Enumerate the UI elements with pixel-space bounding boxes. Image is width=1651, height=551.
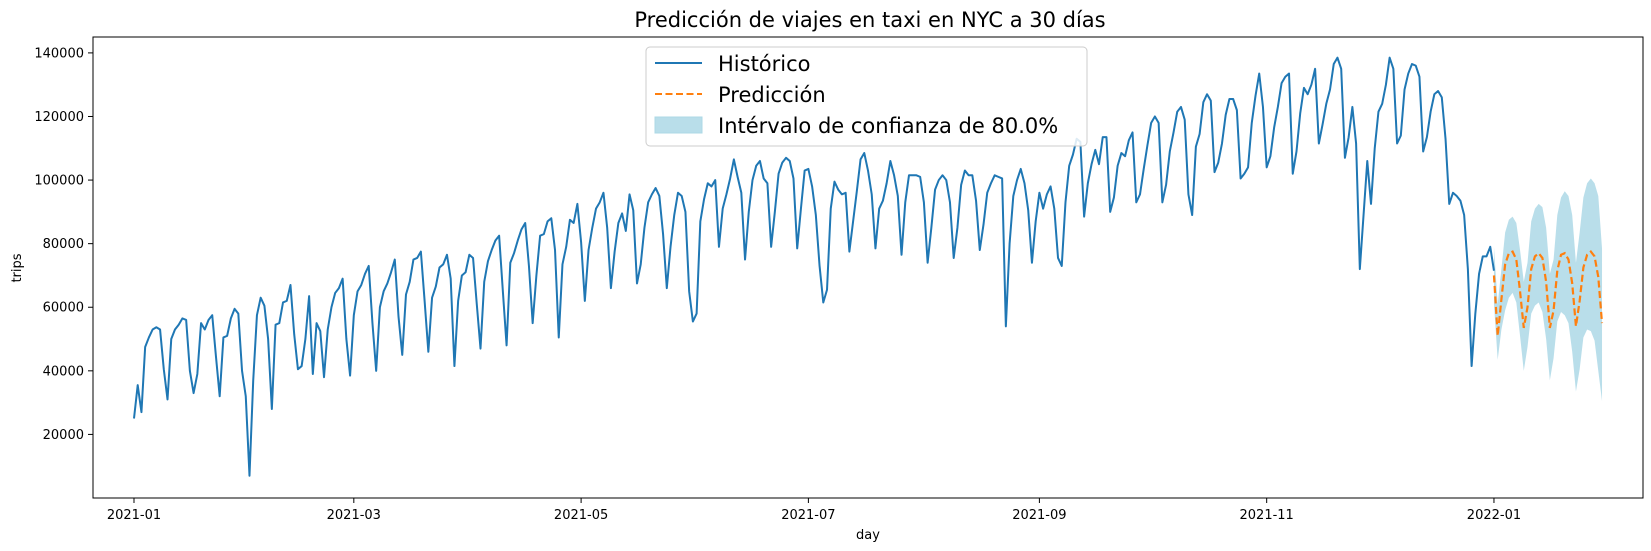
legend-label-historico: Histórico: [718, 52, 811, 76]
x-tick-label: 2021-03: [327, 508, 381, 523]
x-tick-label: 2021-05: [554, 508, 608, 523]
series-lines-layer: [132, 56, 1604, 477]
confidence-band-layer: [1493, 178, 1603, 402]
x-axis-ticks: 2021-01 2021-03 2021-05 2021-07 2021-09 2021-…: [107, 498, 1521, 523]
chart-title: Predicción de viajes en taxi en NYC a 30…: [634, 8, 1105, 32]
legend: Histórico Predicción Intérvalo de confia…: [645, 46, 1088, 147]
series-line-historico: [132, 56, 1495, 477]
legend-swatch-intervalo: [654, 116, 703, 134]
y-tick-label: 60000: [43, 301, 84, 316]
y-axis-label: trips: [10, 253, 25, 282]
x-tick-label: 2021-11: [1240, 508, 1294, 523]
legend-label-intervalo: Intérvalo de confianza de 80.0%: [718, 114, 1058, 138]
y-tick-label: 140000: [34, 46, 84, 61]
x-tick-label: 2021-07: [781, 508, 835, 523]
series-line-prediccion: [1492, 250, 1604, 336]
x-tick-label: 2021-01: [107, 508, 161, 523]
y-tick-label: 80000: [43, 237, 84, 252]
legend-box: [645, 46, 1088, 147]
x-tick-label: 2021-09: [1012, 508, 1066, 523]
y-tick-label: 120000: [34, 110, 84, 125]
x-tick-label: 2022-01: [1467, 508, 1521, 523]
legend-label-prediccion: Predicción: [718, 83, 826, 107]
y-tick-label: 20000: [43, 428, 84, 443]
y-axis-ticks: 20000 40000 60000 80000 100000 120000 140000: [34, 46, 93, 443]
y-tick-label: 100000: [34, 174, 84, 189]
y-tick-label: 40000: [43, 364, 84, 379]
confidence-band: [1493, 178, 1603, 402]
plot-area-frame: [92, 36, 1644, 499]
x-axis-label: day: [856, 528, 880, 543]
